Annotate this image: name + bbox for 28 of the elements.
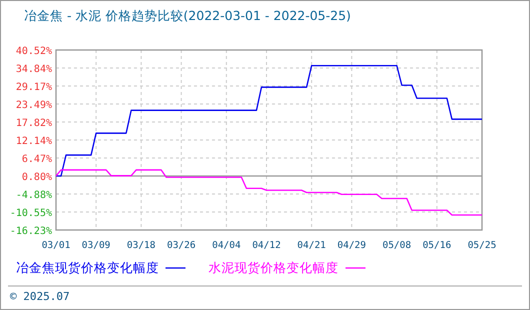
line-series — [55, 64, 483, 177]
chart-title: 冶金焦 - 水泥 价格趋势比较(2022-03-01 - 2022-05-25) — [24, 8, 351, 23]
y-tick-label: 17.82% — [16, 118, 52, 129]
legend-label: 水泥现货价格变化幅度 — [208, 260, 338, 275]
x-tick-label: 05/25 — [468, 240, 496, 251]
y-tick-label: -16.23% — [10, 226, 52, 237]
y-tick-label: 23.49% — [16, 100, 52, 112]
x-tick-label: 04/29 — [337, 240, 366, 251]
y-tick-label: 6.47% — [22, 154, 52, 165]
line-series — [55, 169, 483, 216]
y-tick-label: -4.88% — [16, 190, 52, 201]
x-tick-label: 04/21 — [297, 240, 326, 251]
y-tick-label: 34.84% — [16, 64, 52, 76]
x-tick-label: 04/04 — [212, 240, 241, 251]
x-tick-label: 05/08 — [382, 240, 412, 251]
y-tick-label: 12.14% — [16, 136, 52, 148]
x-tick-label: 04/12 — [252, 240, 281, 251]
x-tick-label: 03/09 — [82, 240, 111, 251]
x-tick-label: 03/01 — [42, 240, 71, 251]
text: © 2025.07 — [10, 290, 70, 303]
legend-label: 冶金焦现货价格变化幅度 — [16, 260, 159, 275]
y-tick-label: 29.17% — [16, 82, 52, 93]
y-tick-label: 40.52% — [16, 46, 52, 57]
x-tick-label: 03/26 — [166, 240, 196, 251]
x-tick-label: 03/18 — [126, 240, 156, 251]
y-tick-label: -10.55% — [10, 208, 52, 219]
x-tick-label: 05/16 — [422, 240, 452, 251]
y-tick-label: 0.80% — [22, 172, 52, 183]
